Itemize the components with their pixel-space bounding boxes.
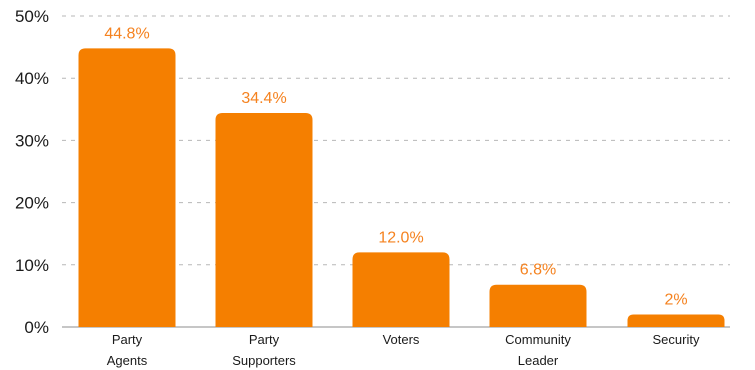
- bar-0: [78, 48, 176, 328]
- y-tick-label: 0%: [24, 318, 49, 337]
- value-label: 2%: [664, 292, 687, 309]
- category-label: Community: [505, 332, 571, 347]
- y-tick-label: 40%: [15, 69, 49, 88]
- y-axis-ticks: 0% 10% 20% 30% 40% 50%: [15, 7, 49, 337]
- y-tick-label: 20%: [15, 194, 49, 213]
- value-labels: 44.8% 34.4% 12.0% 6.8% 2%: [104, 25, 687, 308]
- x-axis-categories: Party Agents Party Supporters Voters Communit…: [107, 332, 700, 368]
- category-label: Leader: [518, 353, 559, 368]
- y-tick-label: 10%: [15, 256, 49, 275]
- y-tick-label: 30%: [15, 131, 49, 150]
- bar-1: [215, 113, 313, 327]
- category-label: Party: [249, 332, 280, 347]
- category-label: Security: [653, 332, 700, 347]
- category-label: Party: [112, 332, 143, 347]
- category-label: Supporters: [232, 353, 296, 368]
- value-label: 44.8%: [104, 25, 149, 42]
- value-label: 12.0%: [378, 229, 423, 246]
- category-label: Voters: [383, 332, 420, 347]
- y-tick-label: 50%: [15, 7, 49, 26]
- bar-4: [627, 314, 725, 327]
- bar-2: [352, 252, 450, 327]
- category-label: Agents: [107, 353, 148, 368]
- bars: [78, 48, 725, 328]
- value-label: 6.8%: [520, 262, 556, 279]
- value-label: 34.4%: [241, 90, 286, 107]
- bar-3: [489, 284, 587, 327]
